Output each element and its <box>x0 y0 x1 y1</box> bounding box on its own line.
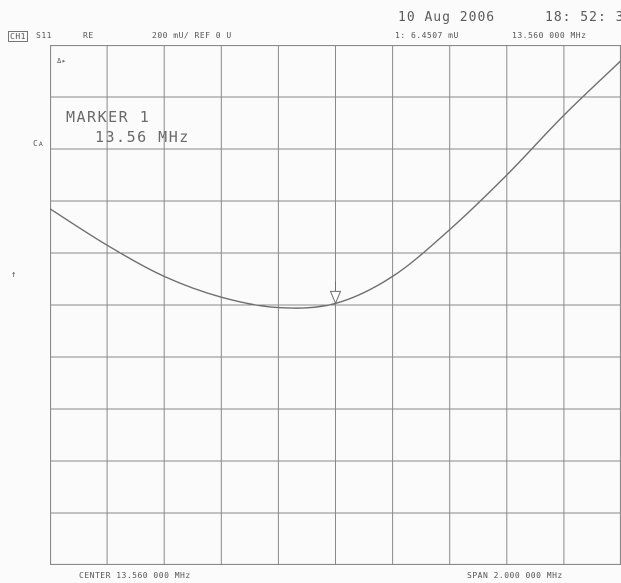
center-frequency-label: CENTER 13.560 000 MHz <box>79 571 191 580</box>
channel-label: CH1 <box>8 31 28 42</box>
parameter-label: S11 <box>36 31 52 40</box>
marker-frequency: 13.56 MHz <box>95 128 190 146</box>
marker-readout-frequency: 13.560 000 MHz <box>512 31 587 40</box>
marker-title: MARKER 1 <box>66 108 151 126</box>
trace-plot <box>50 45 621 565</box>
side-reference-arrow: ↑ <box>11 270 17 280</box>
trace-line <box>50 60 621 309</box>
scale-label: 200 mU/ REF 0 U <box>152 31 232 40</box>
span-label: SPAN 2.000 000 MHz <box>467 571 563 580</box>
header-time: 18: 52: 30 <box>545 10 621 25</box>
header-date: 10 Aug 2006 <box>398 10 496 25</box>
top-corner-annotation: Δ▸ <box>57 57 67 65</box>
format-label: RE <box>83 31 94 40</box>
marker-readout-value: 1: 6.4507 mU <box>395 31 459 40</box>
side-label-top: Cᴀ <box>33 139 44 148</box>
marker-1-triangle <box>329 290 342 305</box>
reference-pointer <box>50 303 52 307</box>
